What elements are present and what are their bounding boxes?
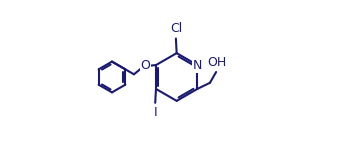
Text: Cl: Cl — [170, 22, 182, 35]
Text: OH: OH — [207, 56, 226, 69]
Text: O: O — [140, 59, 150, 72]
Text: I: I — [153, 106, 157, 119]
Text: N: N — [193, 59, 202, 72]
